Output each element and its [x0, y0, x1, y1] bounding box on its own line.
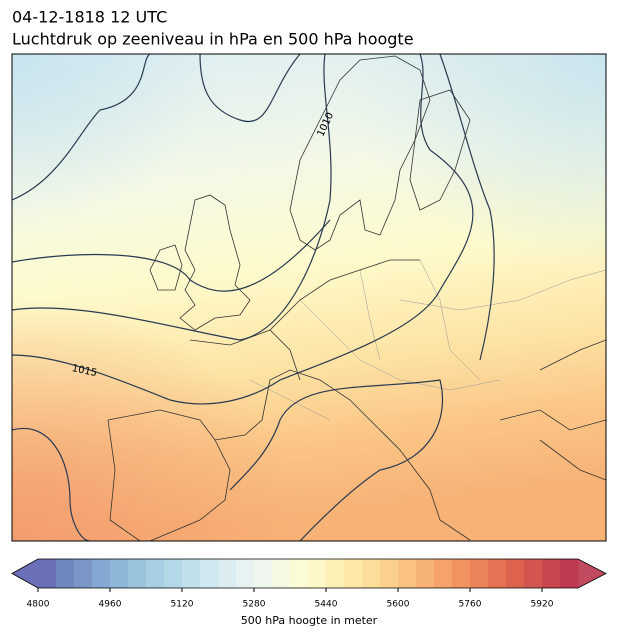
colorbar-extend-high	[578, 559, 606, 588]
colorbar-band	[380, 559, 399, 588]
colorbar-tick-label: 5280	[243, 600, 266, 610]
colorbar-band	[344, 559, 363, 588]
colorbar-band	[92, 559, 111, 588]
colorbar-band	[164, 559, 183, 588]
colorbar-tick-label: 5760	[459, 600, 482, 610]
colorbar-band	[200, 559, 219, 588]
colorbar-band	[182, 559, 201, 588]
map	[12, 54, 606, 541]
colorbar-band	[506, 559, 525, 588]
colorbar-tick-label: 5600	[387, 600, 410, 610]
colorbar-band	[398, 559, 417, 588]
title: 04-12-1818 12 UTC	[12, 8, 167, 27]
colorbar-band	[218, 559, 237, 588]
colorbar-band	[56, 559, 75, 588]
colorbar-tick-label: 4800	[27, 600, 50, 610]
colorbar-band	[434, 559, 453, 588]
colorbar-band	[542, 559, 561, 588]
colorbar: 4800 4960 5120 5280 5440 5600 5760 5920	[11, 558, 607, 610]
colorbar-band	[290, 559, 309, 588]
colorbar-band	[254, 559, 273, 588]
colorbar-band	[326, 559, 345, 588]
colorbar-band	[470, 559, 489, 588]
contour-label: 1015	[71, 363, 98, 379]
colorbar-band	[38, 559, 57, 588]
colorbar-band	[452, 559, 471, 588]
colorbar-band	[560, 559, 579, 588]
subtitle: Luchtdruk op zeeniveau in hPa en 500 hPa…	[12, 30, 414, 49]
colorbar-extend-low	[12, 559, 38, 588]
colorbar-band	[74, 559, 93, 588]
colorbar-tick-label: 5120	[171, 600, 194, 610]
colorbar-tick-label: 5440	[315, 600, 338, 610]
colorbar-band	[146, 559, 165, 588]
colorbar-band	[110, 559, 129, 588]
colorbar-band	[128, 559, 147, 588]
colorbar-band	[308, 559, 327, 588]
colorbar-band	[236, 559, 255, 588]
colorbar-tick-label: 4960	[99, 600, 122, 610]
colorbar-band	[362, 559, 381, 588]
colorbar-band	[416, 559, 435, 588]
colorbar-band	[272, 559, 291, 588]
colorbar-band	[488, 559, 507, 588]
map-frame	[11, 53, 607, 542]
colorbar-tick-label: 5920	[531, 600, 554, 610]
colorbar-label: 500 hPa hoogte in meter	[241, 614, 378, 627]
colorbar-band	[524, 559, 543, 588]
